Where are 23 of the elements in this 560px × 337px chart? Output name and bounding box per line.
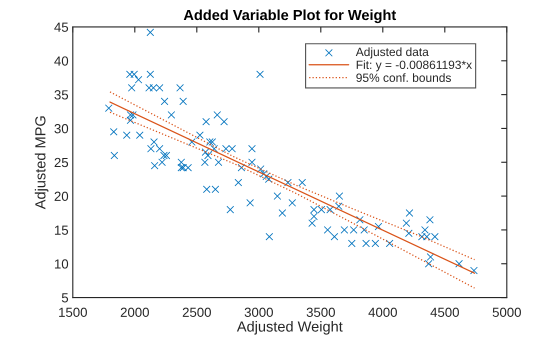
y-axis-title: Adjusted MPG [34, 116, 48, 210]
x-tick-label: 4500 [430, 308, 459, 317]
legend-label: Adjusted data [356, 47, 429, 58]
legend-label: 95% conf. bounds [356, 73, 451, 82]
y-tick-label: 20 [54, 192, 68, 202]
legend-label: Fit: y = -0.00861193*x [356, 60, 472, 72]
y-tick-label: 45 [54, 22, 68, 32]
x-tick-label: 5000 [492, 308, 521, 317]
y-tick-label: 10 [54, 259, 68, 269]
y-tick-label: 35 [54, 90, 68, 100]
y-tick-label: 25 [54, 158, 68, 168]
y-tick-label: 15 [54, 226, 68, 235]
y-tick-label: 30 [54, 124, 68, 134]
y-tick-label: 5 [62, 293, 68, 302]
x-tick-label: 2500 [182, 308, 211, 317]
x-tick-label: 3500 [306, 308, 335, 317]
chart-title: Added Variable Plot for Weight [184, 9, 396, 24]
x-axis-title: Adjusted Weight [236, 320, 343, 335]
x-tick-label: 1500 [59, 308, 87, 317]
x-tick-label: 3000 [244, 308, 273, 317]
y-tick-label: 40 [54, 56, 68, 66]
x-tick-label: 4000 [368, 308, 397, 317]
x-tick-label: 2000 [120, 308, 149, 317]
